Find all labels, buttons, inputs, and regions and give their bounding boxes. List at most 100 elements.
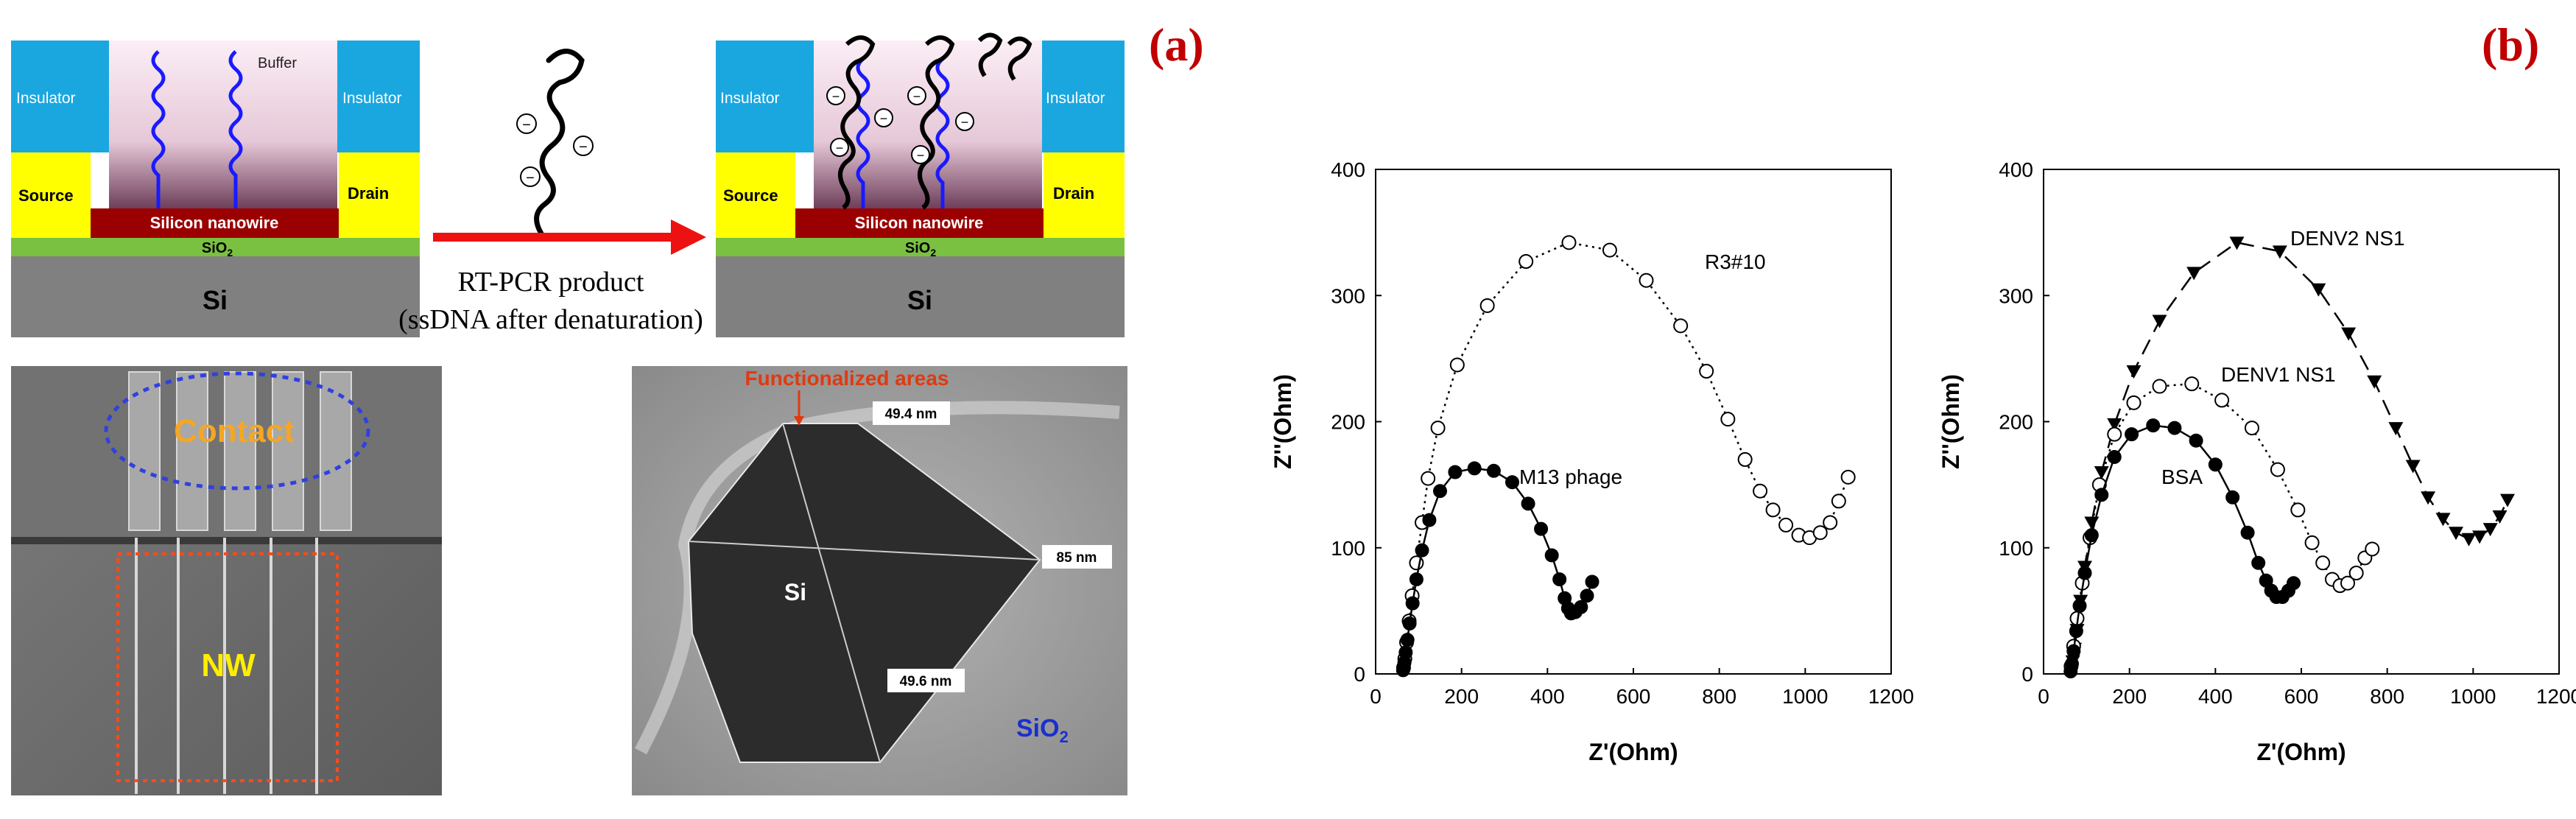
data-point bbox=[1823, 515, 1838, 530]
height-label: 85 nm bbox=[1057, 550, 1097, 566]
y-axis-label: Z''(Ohm) bbox=[1938, 374, 1964, 469]
charge-symbol: − bbox=[526, 170, 535, 186]
data-point bbox=[1422, 513, 1437, 527]
drain-label: Drain bbox=[348, 184, 389, 203]
data-point bbox=[1402, 616, 1417, 630]
tem-si-cross-section bbox=[687, 423, 1041, 763]
charge-circle: − bbox=[516, 113, 537, 134]
y-tick-label: 300 bbox=[1331, 284, 1365, 307]
sem-electrode bbox=[320, 371, 352, 531]
data-point bbox=[2152, 379, 2167, 394]
data-point bbox=[1448, 465, 1463, 479]
data-point bbox=[1430, 421, 1446, 436]
x-tick-label: 600 bbox=[1616, 685, 1651, 708]
probe-dna-strand bbox=[856, 57, 870, 208]
data-point bbox=[1831, 493, 1846, 509]
charge-symbol: − bbox=[836, 141, 844, 155]
source-block bbox=[11, 152, 91, 238]
x-tick-label: 0 bbox=[1370, 685, 1382, 708]
sio2-layer bbox=[716, 238, 1125, 256]
data-point bbox=[2184, 376, 2200, 392]
insulator-label-left: Insulator bbox=[16, 90, 76, 107]
charge-circle: − bbox=[520, 166, 541, 187]
y-tick-label: 200 bbox=[1331, 411, 1365, 434]
data-point bbox=[2500, 493, 2515, 507]
data-point bbox=[2492, 510, 2508, 524]
series-line bbox=[2070, 241, 2509, 671]
data-point bbox=[1585, 574, 1600, 589]
data-point bbox=[2388, 422, 2404, 436]
insulator-label-right: Insulator bbox=[1046, 90, 1105, 107]
charge-circle: − bbox=[830, 138, 849, 157]
data-point bbox=[2365, 541, 2380, 557]
x-axis-label: Z'(Ohm) bbox=[2256, 739, 2346, 765]
height-box bbox=[1042, 545, 1112, 569]
data-point bbox=[1602, 242, 1617, 258]
drain-block bbox=[1044, 152, 1125, 238]
data-point bbox=[2094, 488, 2109, 502]
x-tick-label: 1000 bbox=[2450, 685, 2496, 708]
sem-image: Contact NW bbox=[11, 366, 442, 795]
data-point bbox=[1400, 633, 1415, 647]
data-point bbox=[2208, 457, 2223, 472]
data-point bbox=[1753, 483, 1768, 499]
si-substrate bbox=[11, 256, 420, 337]
tem-bright-band bbox=[635, 401, 1120, 755]
data-point bbox=[2367, 375, 2382, 389]
drain-label: Drain bbox=[1053, 184, 1094, 203]
si-substrate bbox=[716, 256, 1125, 337]
data-point bbox=[1561, 235, 1577, 250]
data-point bbox=[1521, 496, 1535, 511]
data-point bbox=[1505, 475, 1519, 490]
charge-symbol: − bbox=[522, 117, 531, 133]
data-point bbox=[2449, 527, 2463, 541]
data-point bbox=[2229, 236, 2245, 250]
data-point bbox=[1812, 525, 1828, 541]
data-point bbox=[1433, 484, 1447, 499]
y-axis-label: Z''(Ohm) bbox=[1270, 374, 1296, 469]
charge-circle: − bbox=[911, 145, 930, 164]
insulator-left bbox=[11, 41, 109, 152]
data-point bbox=[1409, 572, 1424, 587]
x-tick-label: 800 bbox=[1702, 685, 1736, 708]
buffer-region bbox=[814, 41, 1042, 208]
ssdna-fragment bbox=[1007, 36, 1032, 81]
data-point bbox=[2341, 327, 2357, 341]
x-tick-label: 1000 bbox=[1782, 685, 1828, 708]
data-point bbox=[1415, 543, 1429, 558]
y-tick-label: 400 bbox=[1331, 158, 1365, 181]
data-point bbox=[2340, 575, 2355, 591]
source-label: Source bbox=[723, 186, 778, 205]
data-point bbox=[2472, 530, 2488, 544]
probe-dna-strand bbox=[228, 50, 243, 208]
arrow-caption-line1: RT-PCR product bbox=[458, 267, 644, 298]
width-bottom-label: 49.6 nm bbox=[900, 674, 952, 689]
tem-sio2-subscript: 2 bbox=[1060, 728, 1069, 746]
sio2-label: SiO2 bbox=[905, 240, 936, 259]
x-tick-label: 400 bbox=[1530, 685, 1565, 708]
data-point bbox=[2126, 365, 2142, 379]
x-tick-label: 600 bbox=[2284, 685, 2319, 708]
tem-measure-line bbox=[688, 541, 1041, 560]
y-tick-label: 300 bbox=[1999, 284, 2033, 307]
source-block bbox=[716, 152, 795, 238]
source-label: Source bbox=[18, 186, 74, 205]
data-point bbox=[1737, 451, 1753, 467]
panel-label-b: (b) bbox=[2482, 18, 2539, 71]
data-point bbox=[2084, 528, 2099, 543]
data-point bbox=[1552, 572, 1567, 587]
data-point bbox=[2290, 502, 2306, 518]
data-point bbox=[1518, 254, 1534, 270]
functionalized-label: Functionalized areas bbox=[745, 367, 949, 390]
data-point bbox=[2315, 555, 2331, 571]
series-label: M13 phage bbox=[1519, 465, 1622, 488]
x-tick-label: 200 bbox=[1444, 685, 1479, 708]
series-label: R3#10 bbox=[1705, 250, 1766, 273]
data-point bbox=[2270, 462, 2285, 477]
data-point bbox=[2152, 314, 2167, 328]
series-line bbox=[1402, 467, 1594, 671]
data-point bbox=[2421, 491, 2436, 505]
width-top-label: 49.4 nm bbox=[885, 407, 937, 422]
